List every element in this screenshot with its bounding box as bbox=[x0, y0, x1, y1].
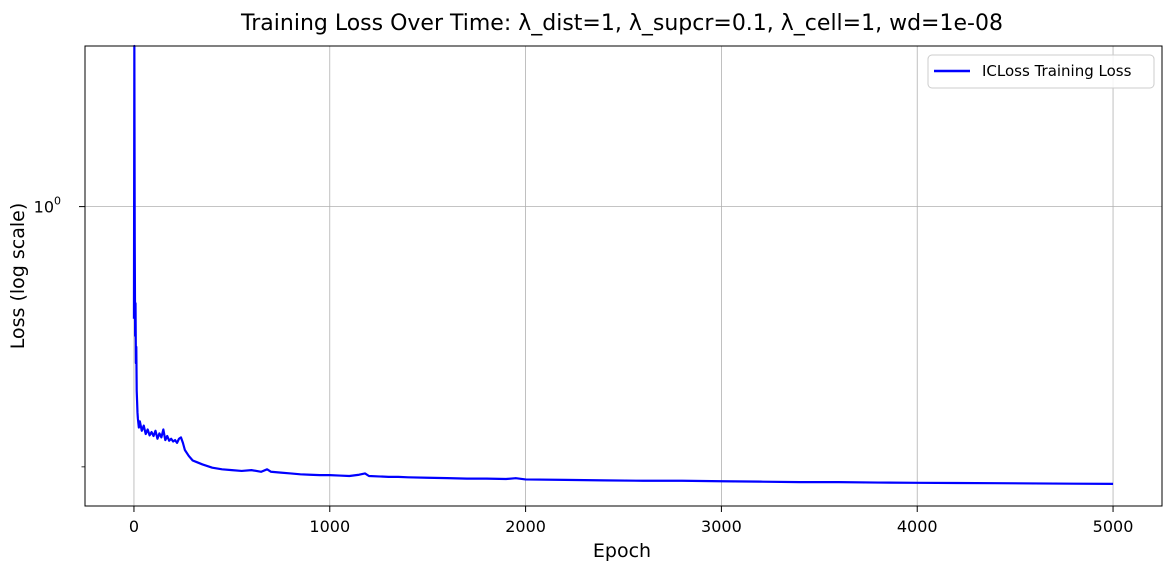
plot-frame bbox=[84, 45, 1163, 507]
legend-box bbox=[927, 54, 1155, 89]
x-tick-label: 2000 bbox=[505, 517, 546, 536]
chart-title: Training Loss Over Time: λ_dist=1, λ_sup… bbox=[240, 11, 1003, 36]
x-tick-label: 3000 bbox=[701, 517, 742, 536]
legend: ICLoss Training Loss bbox=[927, 54, 1155, 89]
series-line-icloss bbox=[132, 44, 1114, 485]
y-axis-label: Loss (log scale) bbox=[7, 203, 29, 350]
legend-label: ICLoss Training Loss bbox=[982, 62, 1132, 80]
x-tick-label: 4000 bbox=[897, 517, 938, 536]
x-axis-ticks: 0 1000 2000 3000 4000 5000 bbox=[129, 506, 1134, 536]
x-tick-label: 5000 bbox=[1093, 517, 1134, 536]
series-layer bbox=[132, 44, 1114, 485]
y-tick-label: 100 bbox=[34, 195, 61, 217]
grid-lines bbox=[85, 46, 1162, 506]
x-tick-label: 0 bbox=[129, 517, 139, 536]
x-axis-label: Epoch bbox=[593, 540, 651, 562]
y-axis-ticks: 100 bbox=[34, 195, 85, 468]
x-tick-label: 1000 bbox=[309, 517, 350, 536]
